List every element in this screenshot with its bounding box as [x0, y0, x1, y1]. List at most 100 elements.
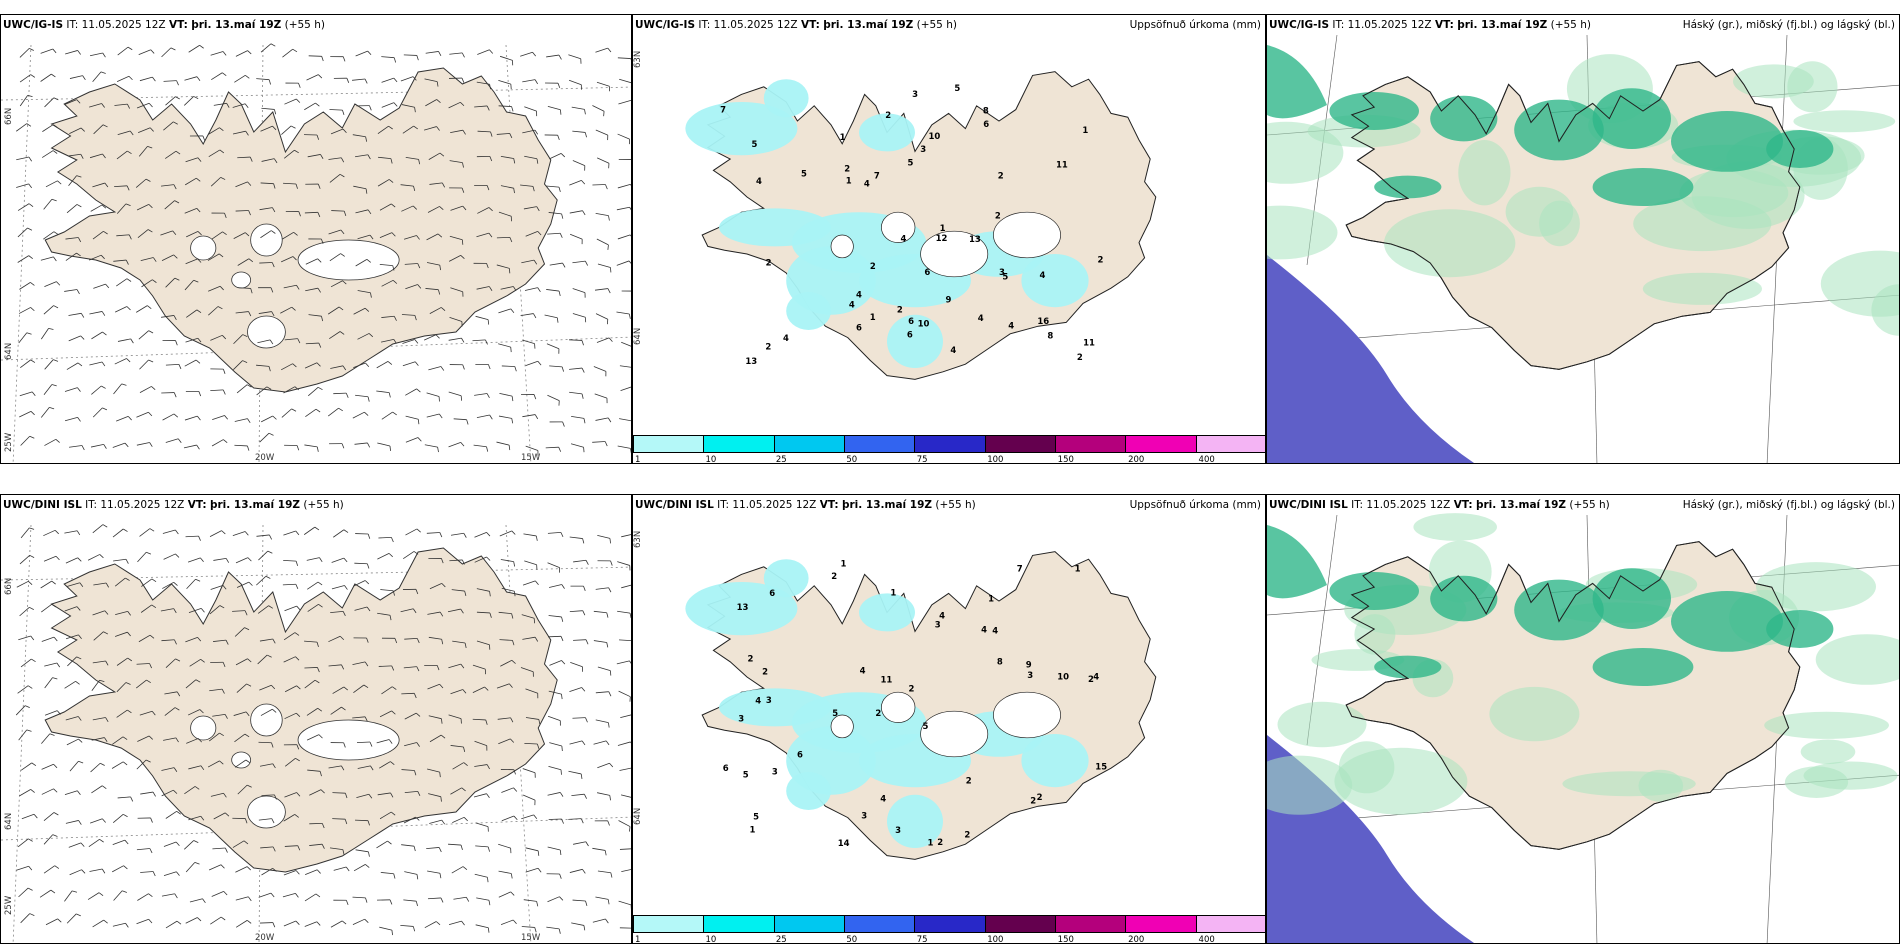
glacier	[247, 795, 286, 829]
colorbar-label: 75	[916, 935, 928, 944]
low-cloud-area	[1267, 755, 1353, 815]
glacier	[247, 315, 286, 349]
glacier	[993, 691, 1061, 739]
low-cloud-area	[1505, 186, 1574, 237]
lon-label-25: 25W	[4, 432, 14, 452]
panel-title: UWC/IG-IS IT: 11.05.2025 12Z VT: þri. 13…	[3, 19, 325, 31]
precip-value: 2	[885, 111, 891, 121]
colorbar-swatch	[985, 436, 1056, 452]
mid-cloud-area	[1374, 175, 1442, 199]
precip-value: 2	[995, 211, 1001, 221]
mid-cloud-area	[1592, 568, 1671, 629]
cloud-map-top	[1267, 34, 1899, 463]
precip-value: 6	[907, 330, 913, 340]
precip-value: 6	[983, 120, 989, 130]
lat-label-66: 66N	[4, 577, 14, 595]
precip-value: 3	[999, 268, 1005, 278]
precip-value: 2	[844, 164, 850, 174]
panel-title: UWC/IG-IS IT: 11.05.2025 12Z VT: þri. 13…	[635, 19, 957, 31]
precip-value: 4	[1093, 672, 1099, 682]
mid-cloud-area	[1267, 525, 1327, 599]
precip-value: 5	[908, 158, 914, 168]
precip-value: 14	[838, 839, 850, 849]
precip-value: 2	[875, 709, 881, 719]
low-cloud-area	[1815, 634, 1899, 685]
precip-value: 3	[912, 90, 918, 100]
colorbar-label: 10	[705, 455, 717, 464]
precip-value: 10	[918, 320, 930, 330]
mid-cloud-area	[1671, 591, 1783, 652]
colorbar-label: 100	[987, 935, 1004, 944]
precip-value: 9	[1026, 661, 1032, 671]
precip-panel-top: 2 4 1 6 2 5 16 8 4 4 2 1 1 3 4 2 3 2 4 1 7 4 6 13 5 6 7 3 11 9 8 2 10 13 1…	[632, 14, 1266, 464]
precip-value: 4	[939, 612, 945, 622]
colorbar-label: 200	[1128, 935, 1145, 944]
precip-value: 5	[1002, 273, 1008, 283]
precip-value: 4	[1008, 322, 1014, 332]
precip-value: 6	[924, 268, 930, 278]
precip-value: 2	[748, 655, 754, 665]
colorbar-swatch	[844, 436, 916, 452]
lon-label-25: 25W	[4, 895, 14, 915]
precip-value: 7	[1017, 564, 1023, 574]
precip-area	[763, 79, 809, 118]
colorbar-swatch	[915, 436, 986, 452]
grid-line	[1, 816, 631, 841]
colorbar-swatch	[1196, 436, 1265, 452]
low-cloud-area	[1756, 562, 1876, 612]
precip-value: 15	[1095, 763, 1107, 773]
lat-label-65: 63N	[633, 530, 643, 548]
colorbar-label: 400	[1198, 455, 1215, 464]
wind-barb-icon	[16, 43, 631, 456]
precip-value: 2	[870, 262, 876, 272]
precip-value: 2	[998, 171, 1004, 181]
mid-cloud-area	[1766, 130, 1834, 168]
glacier	[881, 691, 916, 723]
iceland-land	[44, 67, 558, 393]
colorbar-swatch	[844, 916, 916, 932]
precip-area	[786, 772, 831, 810]
precip-value: 12	[936, 234, 948, 244]
coastline-icon	[1345, 61, 1801, 370]
cloud-map-bottom	[1267, 513, 1899, 943]
precip-value: 1	[988, 595, 994, 605]
precip-value: 4	[783, 334, 789, 344]
colorbar-swatch	[1126, 436, 1197, 452]
precip-value: 3	[895, 826, 901, 836]
glacier	[920, 230, 989, 278]
colorbar-labels: 1 10 25 50 75 100 150 200 400	[633, 935, 1265, 944]
glacier	[830, 714, 854, 739]
low-cloud-area	[1691, 161, 1805, 229]
low-cloud-area	[1642, 272, 1762, 305]
low-cloud-area	[1267, 205, 1338, 260]
precip-value: 13	[737, 603, 749, 613]
colorbar-label: 1	[635, 455, 641, 464]
glacier	[993, 211, 1061, 259]
lat-label-64: 64N	[633, 327, 643, 345]
precip-title: Uppsöfnuð úrkoma (mm)	[1129, 19, 1261, 31]
precip-value: 3	[935, 620, 941, 630]
mid-cloud-area	[1671, 111, 1783, 172]
precip-value: 1	[1082, 126, 1088, 136]
mid-cloud-area	[1514, 579, 1604, 641]
precip-value: 2	[897, 305, 903, 315]
precip-value: 9	[946, 296, 952, 306]
glacier	[830, 234, 854, 259]
colorbar-label: 100	[987, 455, 1004, 464]
low-cloud-area	[1334, 747, 1468, 815]
precip-value: 6	[797, 751, 803, 761]
glacier	[297, 239, 400, 281]
precip-value: 11	[1056, 161, 1068, 171]
colorbar-swatch	[1196, 916, 1265, 932]
mid-cloud-area	[1430, 575, 1498, 622]
low-cloud-area	[1413, 513, 1497, 541]
coastline-icon	[1345, 541, 1801, 850]
iceland-land	[44, 547, 558, 873]
precip-value: 4	[755, 696, 761, 706]
precip-value: 4	[978, 314, 984, 324]
precip-value: 16	[1037, 317, 1049, 327]
mid-cloud-area	[1267, 45, 1327, 119]
precip-value: 13	[969, 235, 981, 245]
colorbar-swatch	[774, 436, 845, 452]
precip-value: 7	[874, 172, 880, 182]
